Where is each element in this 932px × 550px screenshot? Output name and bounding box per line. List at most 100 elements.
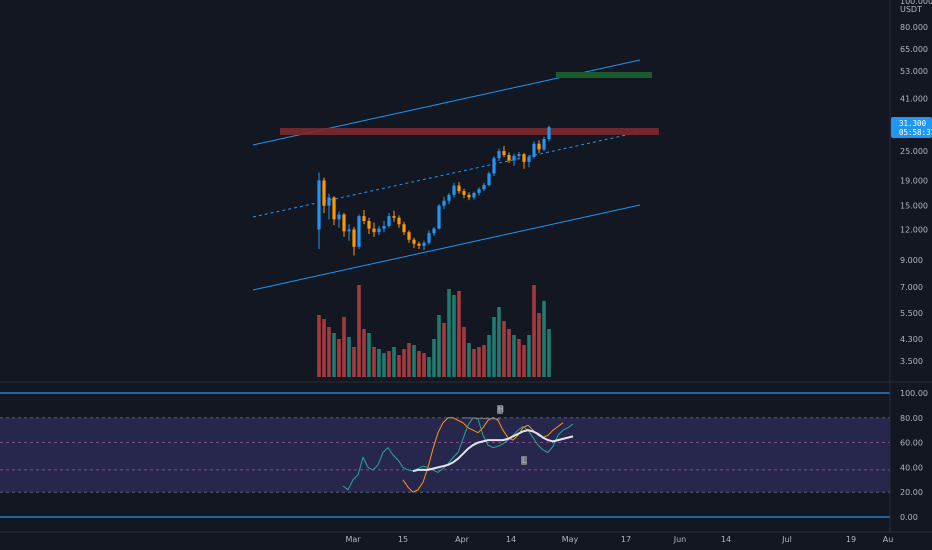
volume-bar	[397, 355, 401, 377]
candle-body	[382, 225, 386, 229]
volume-bar	[322, 319, 326, 377]
candle-body	[527, 156, 531, 162]
candle-body	[397, 217, 401, 225]
rsi-tick-label: 80.00	[900, 414, 923, 423]
volume-bar	[352, 347, 356, 377]
target-zone[interactable]	[556, 72, 652, 78]
volume-bar	[412, 345, 416, 377]
price-tick-label: 80.000	[900, 23, 928, 32]
volume-bar	[482, 345, 486, 377]
rsi-line	[342, 417, 574, 491]
candle-body	[532, 143, 536, 157]
candle-body	[417, 243, 421, 246]
low-marker: L	[521, 456, 527, 465]
volume-bars	[317, 285, 551, 377]
candle-body	[502, 151, 506, 156]
price-tick-label: 65.000	[900, 45, 928, 54]
candle-body	[457, 185, 461, 192]
volume-bar	[512, 335, 516, 377]
volume-bar	[332, 333, 336, 377]
candle-body	[332, 197, 336, 220]
price-tick-label: 3.500	[900, 357, 923, 366]
rsi-tick-label: 100.00	[900, 389, 928, 398]
time-tick-label: Mar	[345, 535, 361, 544]
price-tick-label: 19.000	[900, 176, 928, 185]
price-tag-value: 31.300	[899, 119, 927, 128]
candle-body	[542, 139, 546, 150]
candle-body	[482, 185, 486, 190]
time-tick-label: Apr	[455, 535, 470, 544]
volume-bar	[377, 349, 381, 377]
candle-body	[497, 151, 501, 159]
volume-bar	[497, 307, 501, 377]
volume-bar	[537, 313, 541, 377]
volume-bar	[337, 339, 341, 377]
volume-bar	[342, 317, 346, 377]
candle-body	[387, 216, 391, 226]
drawings[interactable]	[252, 59, 659, 291]
volume-bar	[502, 321, 506, 377]
volume-bar	[372, 347, 376, 377]
volume-bar	[362, 329, 366, 377]
price-tag: 31.300 05:58:37	[891, 117, 932, 138]
volume-bar	[382, 353, 386, 377]
time-tick-label: 14	[721, 535, 731, 544]
candle-body	[402, 224, 406, 233]
volume-bar	[387, 351, 391, 377]
volume-bar	[522, 345, 526, 377]
high-marker-box	[497, 405, 503, 414]
candle-body	[372, 228, 376, 233]
volume-bar	[347, 337, 351, 377]
rsi-pane[interactable]: HL	[0, 392, 890, 518]
divergence-line	[461, 417, 501, 420]
price-tag-box	[891, 117, 932, 138]
candle-body	[407, 232, 411, 240]
rsi-tick-label: 20.00	[900, 488, 923, 497]
candle-body	[452, 185, 456, 195]
volume-bar	[477, 347, 481, 377]
volume-bar	[417, 351, 421, 377]
volume-bar	[427, 357, 431, 377]
price-tick-label: 7.000	[900, 283, 923, 292]
resistance-zone[interactable]	[280, 128, 659, 135]
volume-bar	[392, 347, 396, 377]
time-tick-label: 19	[846, 535, 856, 544]
volume-bar	[487, 335, 491, 377]
volume-bar	[547, 329, 551, 377]
price-tick-label: 15.000	[900, 202, 928, 211]
volume-bar	[437, 315, 441, 377]
candle-body	[447, 194, 451, 201]
volume-bar	[492, 317, 496, 377]
candle-body	[357, 216, 361, 247]
price-axis[interactable]: USDT 100.000 80.000 65.000 53.000 41.000 25.0…	[900, 0, 932, 366]
candles	[317, 125, 551, 256]
candle-body	[477, 189, 481, 193]
volume-bar	[532, 285, 536, 377]
candle-body	[517, 154, 521, 156]
volume-bar	[432, 339, 436, 377]
volume-bar	[422, 353, 426, 377]
volume-bar	[467, 343, 471, 377]
price-axis-unit: USDT	[900, 5, 922, 14]
price-tick-label: 100.000	[900, 0, 932, 6]
candle-body	[472, 192, 476, 198]
price-tick-label: 53.000	[900, 67, 928, 76]
candle-body	[317, 180, 321, 230]
time-tick-label: 17	[621, 535, 631, 544]
candle-body	[327, 197, 331, 206]
rsi-band	[0, 417, 890, 493]
candle-body	[337, 214, 341, 220]
candle-body	[412, 239, 416, 244]
time-tick-label: Au	[883, 535, 894, 544]
channel-mid-line[interactable]	[252, 131, 641, 218]
candle-body	[487, 173, 491, 186]
volume-bar	[527, 335, 531, 377]
candle-body	[512, 155, 516, 161]
volume-bar	[452, 295, 456, 377]
candle-body	[492, 158, 496, 174]
candle-body	[422, 242, 426, 246]
rsi-axis[interactable]: 100.00 80.00 60.00 40.00 20.00 0.00	[900, 389, 928, 522]
channel-lower-line[interactable]	[252, 204, 641, 291]
time-axis[interactable]: Mar 15 Apr 14 May 17 Jun 14 Jul 19 Au	[345, 535, 893, 544]
